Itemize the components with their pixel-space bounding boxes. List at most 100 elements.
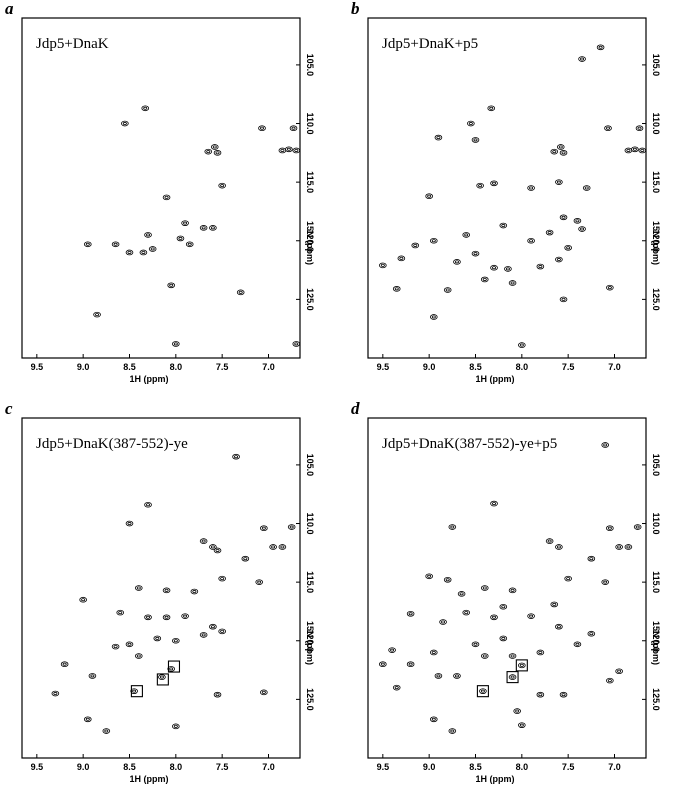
peak-contour [51, 690, 60, 697]
peak [429, 314, 438, 320]
x-tick-label: 9.5 [31, 362, 44, 372]
peak-contour [164, 195, 169, 199]
peak [606, 284, 614, 291]
peak-contour [285, 146, 293, 153]
peak-contour [473, 138, 478, 142]
peak-contour [587, 630, 596, 637]
peak [508, 653, 517, 659]
peak-contour [561, 297, 566, 301]
peak-contour [204, 148, 213, 155]
peak-contour [501, 636, 506, 640]
peak-contour [209, 544, 217, 550]
peak-contour [167, 282, 175, 289]
peak-contour [394, 686, 399, 690]
peak-contour [172, 723, 180, 730]
peak-contour [199, 225, 208, 231]
peak-contour [434, 134, 443, 141]
peak [260, 525, 268, 532]
peak-contour [199, 632, 208, 638]
peak [218, 182, 226, 189]
peak [241, 555, 250, 562]
x-axis-label: 1H (ppm) [130, 774, 169, 784]
peak-contour [88, 673, 97, 679]
peak-contour [141, 105, 150, 112]
peak-contour [448, 524, 457, 530]
y-axis-label: 15N (ppm) [305, 221, 315, 265]
peak-contour [468, 122, 473, 126]
peak-contour [159, 675, 164, 679]
peak [213, 547, 222, 554]
peak-contour [482, 654, 487, 658]
peak-contour [607, 526, 612, 530]
peak-contour [431, 650, 436, 654]
peak-contour [601, 442, 610, 448]
peak-contour [487, 105, 496, 112]
peak-contour [408, 612, 413, 616]
peak-contour [125, 520, 134, 527]
peak [218, 575, 226, 582]
y-tick-label: 115.0 [305, 571, 315, 593]
peak [624, 544, 633, 550]
peak [285, 146, 293, 153]
peak-contour [90, 674, 95, 678]
peak [162, 587, 171, 594]
peak [397, 255, 406, 262]
peak-contour [53, 692, 58, 696]
peak-contour [561, 693, 566, 697]
peak-contour [294, 342, 299, 346]
peak-contour [183, 221, 188, 225]
peak [148, 246, 157, 252]
peak-contour [635, 525, 640, 529]
peak-contour [504, 266, 512, 272]
peak-contour [260, 689, 268, 696]
peak-contour [143, 106, 148, 110]
peak [499, 603, 508, 610]
peak [425, 573, 433, 580]
peak [125, 520, 134, 527]
peak [559, 214, 568, 221]
peak-contour [445, 288, 450, 292]
y-tick-label: 110.0 [651, 513, 661, 535]
peak [479, 688, 487, 694]
x-tick-label: 7.0 [608, 362, 621, 372]
peak [379, 661, 387, 668]
peak-contour [155, 636, 160, 640]
peak-contour [538, 265, 543, 269]
peak-contour [550, 148, 559, 155]
peak-contour [606, 126, 611, 130]
peak [487, 105, 496, 112]
peak [462, 609, 471, 616]
peak-contour [556, 144, 565, 150]
peak-contour [190, 588, 199, 595]
peak-contour [584, 186, 589, 190]
peak [508, 280, 517, 286]
peak [199, 538, 208, 544]
peak-contour [286, 147, 291, 151]
peak-contour [79, 596, 87, 603]
highlight-box [476, 685, 489, 698]
peak-contour [459, 592, 464, 596]
plot-frame [21, 17, 301, 359]
peak [130, 688, 138, 694]
peak-contour [632, 147, 637, 151]
peak-contour [158, 674, 166, 680]
peak-contour [218, 182, 226, 189]
peak-contour [278, 544, 287, 550]
peak-contour [121, 120, 129, 127]
peak [213, 691, 222, 698]
peak-contour [441, 620, 446, 624]
y-tick-label: 110.0 [305, 513, 315, 535]
peak-contour [167, 666, 175, 672]
peak-contour [508, 653, 517, 659]
peak-contour [575, 642, 580, 646]
peak-contour [257, 580, 262, 584]
peak-contour [510, 588, 515, 592]
peak-contour [476, 182, 484, 189]
peak [218, 628, 226, 635]
peak-contour [210, 226, 215, 230]
peak-contour [505, 267, 510, 271]
peak [480, 585, 489, 591]
peak-contour [431, 239, 436, 243]
peak-contour [566, 577, 571, 581]
peak [181, 613, 189, 619]
